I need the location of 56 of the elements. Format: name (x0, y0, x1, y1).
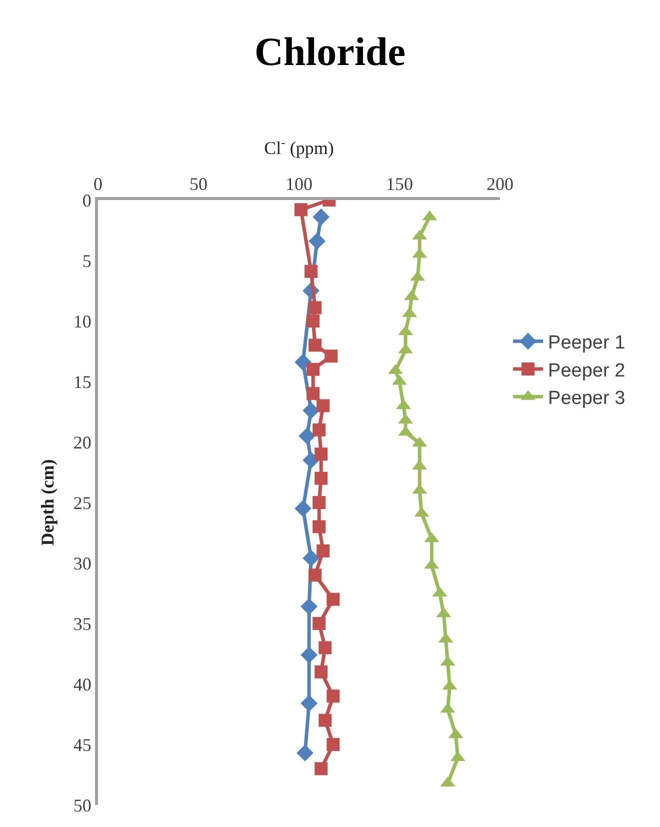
point (294, 203, 308, 216)
point (300, 694, 318, 712)
y-tick-label: 40 (73, 674, 92, 694)
legend-label: Peeper 1 (548, 332, 626, 354)
x-tick-label: 150 (386, 174, 413, 194)
chart-title: Chloride (254, 29, 406, 74)
point (302, 550, 320, 567)
point (318, 714, 332, 727)
point (326, 738, 340, 751)
point (306, 314, 320, 328)
y-tick-label: 25 (73, 492, 92, 513)
point (312, 617, 326, 630)
point (304, 264, 318, 278)
y-tick-label: 0 (82, 190, 92, 210)
point (324, 350, 338, 363)
legend-label: Peeper 3 (548, 388, 626, 410)
y-tick-label: 5 (82, 250, 92, 271)
point (326, 690, 340, 703)
x-axis-title: Cl$^{-}$ (ppm) (264, 135, 334, 158)
y-tick-label: 20 (73, 432, 92, 452)
point (302, 402, 320, 419)
y-tick-label: 15 (73, 372, 92, 392)
point (308, 301, 322, 314)
point (318, 641, 332, 654)
point (312, 423, 326, 436)
x-tick-label: 100 (286, 174, 312, 194)
point (296, 744, 314, 762)
point (306, 362, 320, 376)
point (308, 568, 322, 582)
point (314, 472, 328, 485)
point (308, 338, 322, 352)
y-axis-title: Depth (cm) (38, 459, 58, 546)
point (294, 500, 312, 517)
x-tick-label: 200 (486, 174, 514, 194)
y-tick-label: 10 (73, 311, 92, 332)
point (326, 592, 340, 606)
point (312, 520, 326, 534)
legend-label: Peeper 2 (548, 360, 626, 382)
x-tick-label: 50 (190, 174, 208, 194)
point (294, 354, 312, 371)
point (312, 496, 326, 509)
point (312, 208, 330, 226)
point (308, 232, 326, 250)
y-tick-label: 30 (73, 553, 92, 574)
point (316, 399, 330, 412)
point (300, 646, 318, 664)
y-tick-label: 50 (73, 795, 92, 816)
point (314, 448, 328, 461)
point (298, 428, 316, 444)
point (300, 598, 318, 616)
point (314, 762, 328, 776)
point (316, 544, 330, 558)
point (306, 387, 320, 400)
y-tick-label: 35 (73, 614, 92, 634)
point (314, 665, 328, 678)
y-tick-label: 45 (73, 734, 92, 755)
